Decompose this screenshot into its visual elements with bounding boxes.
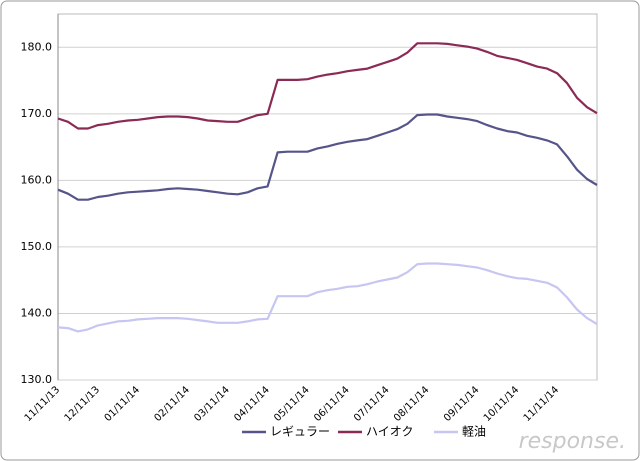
legend-label: ハイオク: [366, 425, 414, 439]
y-tick-label: 170.0: [21, 107, 53, 120]
y-tick-label: 180.0: [21, 40, 53, 53]
y-tick-label: 160.0: [21, 173, 53, 186]
line-series: [57, 42, 598, 130]
legend-label: レギュラー: [270, 425, 330, 439]
legend-label: 軽油: [462, 425, 486, 439]
line-series: [57, 262, 598, 333]
y-tick-label: 140.0: [21, 306, 53, 319]
y-tick-label: 150.0: [21, 240, 53, 253]
line-series: [57, 113, 598, 201]
watermark: response.: [519, 429, 626, 454]
y-tick-label: 130.0: [21, 373, 53, 386]
